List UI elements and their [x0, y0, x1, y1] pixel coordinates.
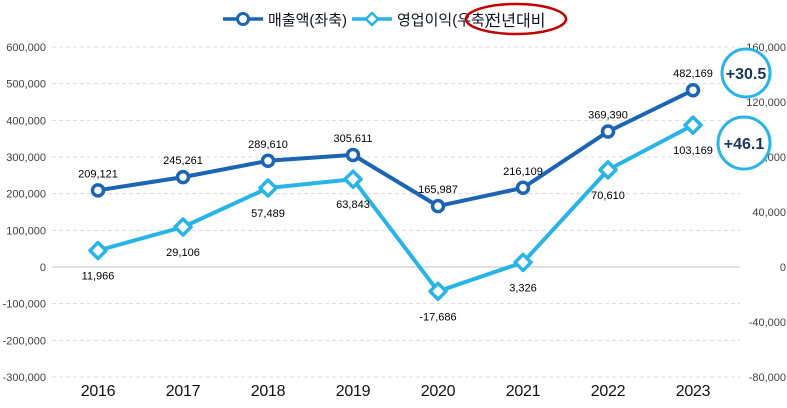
data-label: 57,489 [251, 208, 285, 220]
right-axis: 160,000120,00080,00040,0000-40,000-80,00… [746, 42, 786, 384]
x-axis-label: 2016 [81, 383, 116, 400]
annotations: +30.5 +46.1 [716, 47, 772, 171]
legend-label: 영업이익(우축) [397, 12, 490, 29]
legend: 매출액(좌축) 영업이익(우축)전년대비 [223, 2, 568, 36]
yoy-annotation: +30.5 [720, 47, 772, 99]
data-label: 289,610 [248, 139, 288, 151]
circle-marker [175, 169, 191, 185]
revenue-markers [90, 82, 701, 214]
left-axis-tick: 300,000 [6, 152, 46, 164]
profit-data-labels: 11,966 29,106 57,489 63,843 -17,686 3,326 70,6… [82, 145, 713, 323]
revenue-data-labels: 209,121 245,261 289,610 305,611 165,987 216,1… [78, 68, 713, 196]
data-label: 209,121 [78, 168, 118, 180]
legend-item: 매출액(좌축) [223, 12, 347, 29]
legend-diamond-marker-icon [364, 11, 380, 27]
data-label: 63,843 [336, 199, 370, 211]
diamond-marker [598, 160, 618, 180]
x-axis-label: 2021 [506, 383, 541, 400]
profit-markers [88, 115, 703, 302]
annotation-value: +46.1 [724, 136, 765, 153]
circle-marker [90, 183, 106, 198]
yoy-annotation: +46.1 [716, 115, 772, 171]
diamond-marker [343, 169, 363, 189]
data-label: 245,261 [163, 155, 203, 167]
legend-label-yoy: 전년대비 [487, 12, 546, 30]
diamond-marker [258, 178, 278, 198]
profit-series-line [96, 123, 695, 294]
left-axis: 600,000 500,000 400,000 300,000 200,000 100,0… [3, 42, 46, 384]
x-axis-label: 2020 [421, 383, 456, 400]
annotation-circle [716, 115, 772, 171]
left-axis-tick: 100,000 [6, 225, 46, 237]
circle-marker [600, 124, 616, 139]
data-label: 216,109 [503, 166, 543, 178]
left-axis-tick: 500,000 [6, 79, 46, 91]
annotation-circle [720, 47, 772, 99]
x-axis-label: 2017 [166, 383, 201, 400]
circle-marker [345, 147, 361, 163]
red-highlight-ellipse [464, 2, 568, 36]
x-axis-label: 2022 [591, 383, 626, 400]
revenue-series-line [96, 88, 695, 209]
right-axis-tick: -80,000 [749, 372, 786, 384]
circle-marker [685, 82, 701, 98]
data-label: 70,610 [591, 190, 625, 202]
diamond-marker [428, 281, 448, 302]
data-label: -17,686 [419, 311, 456, 323]
legend-item: 전년대비 [464, 2, 568, 36]
left-axis-tick: 200,000 [6, 189, 46, 201]
gridlines [52, 46, 740, 378]
data-label: 305,611 [334, 133, 373, 145]
legend-label: 매출액(좌축) [268, 12, 347, 29]
left-axis-tick: 400,000 [6, 115, 46, 127]
right-axis-tick: 120,000 [746, 97, 786, 109]
diamond-marker [173, 217, 193, 237]
circle-marker [260, 153, 276, 169]
left-axis-tick: -300,000 [3, 372, 46, 384]
circle-marker [515, 180, 531, 196]
right-axis-tick: -40,000 [749, 317, 786, 329]
data-label: 3,326 [509, 282, 537, 294]
diamond-marker [513, 252, 533, 273]
diamond-marker [683, 115, 703, 135]
left-axis-tick: 0 [40, 262, 46, 274]
data-label: 11,966 [82, 271, 115, 283]
legend-circle-marker-icon [236, 12, 250, 26]
x-axis-label: 2023 [676, 383, 711, 400]
circle-marker [430, 198, 446, 214]
annotation-value: +30.5 [726, 66, 767, 83]
left-axis-tick: 600,000 [6, 42, 46, 54]
data-label: 482,169 [673, 68, 713, 80]
diamond-marker [88, 240, 108, 261]
right-axis-tick: 0 [780, 262, 786, 274]
data-label: 29,106 [166, 247, 200, 259]
data-label: 165,987 [418, 184, 458, 196]
data-label: 369,390 [588, 110, 628, 122]
x-axis-label: 2019 [336, 383, 371, 400]
left-axis-tick: -100,000 [3, 299, 46, 311]
left-axis-tick: -200,000 [3, 335, 46, 347]
x-axis-label: 2018 [251, 383, 286, 400]
data-label: 103,169 [673, 145, 713, 157]
x-axis: 2016 2017 2018 2019 2020 2021 2022 2023 [81, 383, 711, 400]
right-axis-tick: 40,000 [752, 207, 786, 219]
